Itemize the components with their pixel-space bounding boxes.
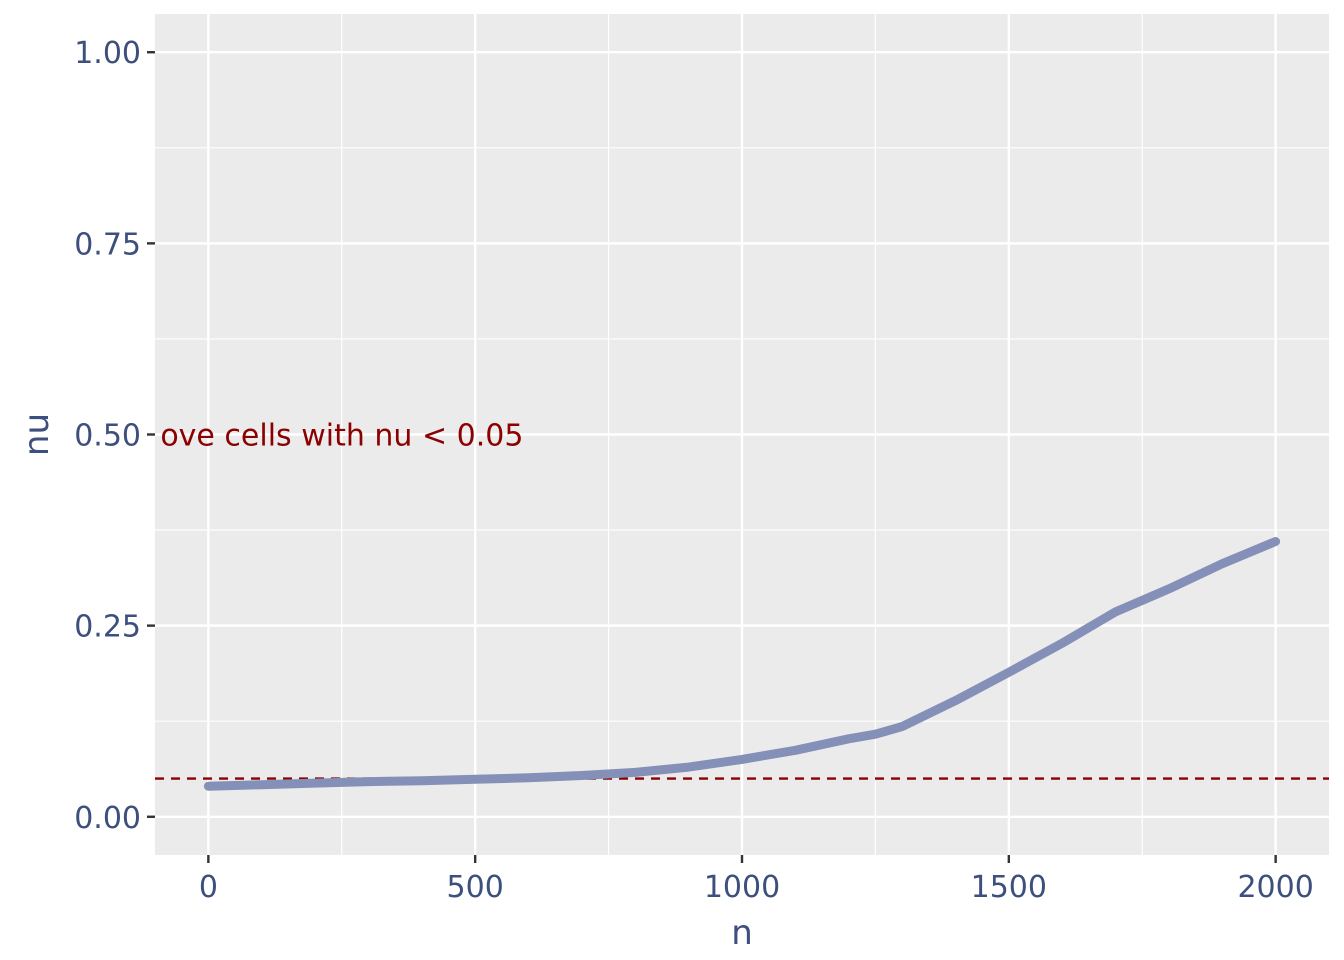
- y-tick-label: 0.25: [74, 610, 141, 645]
- grid-major: [155, 14, 1329, 855]
- y-axis: 0.00 0.25 0.50 0.75 1.00: [74, 36, 155, 836]
- y-tick-label: 1.00: [74, 36, 141, 71]
- x-tick-label: 2000: [1237, 870, 1313, 905]
- x-tick-label: 1000: [704, 870, 780, 905]
- y-tick-label: 0.50: [74, 419, 141, 454]
- annotation-text: ove cells with nu < 0.05: [160, 419, 523, 454]
- y-axis-title: nu: [17, 413, 57, 456]
- x-axis: 0 500 1000 1500 2000: [199, 855, 1314, 905]
- x-tick-label: 500: [447, 870, 504, 905]
- x-axis-title: n: [731, 913, 753, 953]
- y-tick-label: 0.75: [74, 227, 141, 262]
- x-tick-label: 0: [199, 870, 218, 905]
- y-tick-label: 0.00: [74, 801, 141, 836]
- series-line: [203, 537, 1281, 791]
- x-tick-label: 1500: [971, 870, 1047, 905]
